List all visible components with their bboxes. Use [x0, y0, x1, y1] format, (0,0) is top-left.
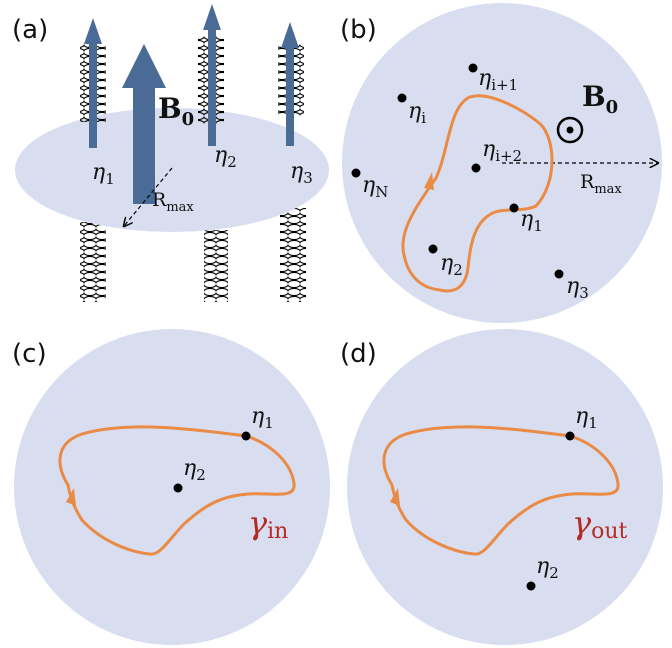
loop-b: [401, 94, 554, 293]
gamma-out-label: γout: [572, 504, 628, 544]
point-b-eta-N: [351, 168, 361, 178]
label-b-eta-i: ηi: [408, 99, 426, 127]
b0-label-b: B0: [582, 80, 618, 118]
panel-b-label: (b): [340, 15, 377, 45]
vortex-coil-1-lower: [80, 222, 106, 302]
label-b-eta-1: η1: [520, 207, 543, 235]
panel-d-label: (d): [340, 339, 377, 369]
panel-a-label: (a): [12, 15, 48, 45]
vortex-label-eta1: η1: [92, 160, 115, 188]
disk-c: [14, 329, 330, 645]
label-b-eta-3: η3: [566, 274, 589, 302]
label-d-eta-1: η1: [575, 404, 598, 432]
label-b-eta-i-plus-2: ηi+2: [482, 137, 522, 165]
loop-c: [58, 425, 296, 556]
point-c-eta-1: [241, 431, 251, 441]
point-b-eta-3: [554, 269, 564, 279]
point-d-eta-1: [565, 431, 575, 441]
b0-arrow: [122, 44, 166, 204]
point-b-eta-2: [428, 244, 438, 254]
rmax-arrow-a: [124, 167, 173, 226]
vortex-arrow-3: [281, 22, 299, 146]
label-b-eta-2: η2: [440, 251, 463, 279]
gamma-in-label: γin: [248, 504, 288, 544]
disk-d: [347, 329, 663, 645]
point-b-eta-i-plus-1: [468, 63, 478, 73]
vortex-label-eta3: η3: [290, 159, 313, 187]
label-b-eta-N: ηN: [362, 173, 388, 201]
b0-out-of-page-dot: [566, 126, 574, 134]
loop-d: [382, 425, 620, 556]
b0-label-a: B0: [158, 92, 194, 130]
point-b-eta-i-plus-2: [471, 163, 481, 173]
panel-c-label: (c): [12, 339, 47, 369]
label-c-eta-1: η1: [251, 404, 274, 432]
point-c-eta-2: [173, 483, 183, 493]
panel-b: (b) B0 Rmax ηi+1 ηi ηi+2 ηN η1 η2 η3: [340, 3, 662, 323]
loop-c-direction-arrow: [66, 488, 76, 506]
rmax-label-b: Rmax: [580, 171, 622, 197]
point-d-eta-2: [526, 581, 536, 591]
loop-b-direction-arrow: [424, 172, 434, 190]
panel-d: (d) η1 η2 γout: [340, 329, 663, 645]
vortex-arrow-1: [84, 18, 102, 148]
vortex-arrow-2: [203, 4, 221, 146]
label-b-eta-i-plus-1: ηi+1: [478, 66, 518, 94]
rmax-label-a: Rmax: [152, 189, 194, 215]
point-b-eta-i: [397, 93, 407, 103]
label-c-eta-2: η2: [183, 456, 206, 484]
vortex-arrows: [84, 4, 299, 148]
vortex-label-eta2: η2: [214, 143, 237, 171]
loop-d-direction-arrow: [390, 488, 400, 506]
vortex-coil-2-lower: [204, 230, 228, 302]
vortex-coil-3-lower: [280, 208, 306, 302]
point-b-eta-1: [509, 203, 519, 213]
panel-a: (a) B0 Rmax η1 η2 η3: [12, 4, 329, 302]
panel-c: (c) η1 η2 γin: [12, 329, 330, 645]
b0-out-of-page-symbol: [556, 116, 584, 144]
label-d-eta-2: η2: [536, 554, 559, 582]
